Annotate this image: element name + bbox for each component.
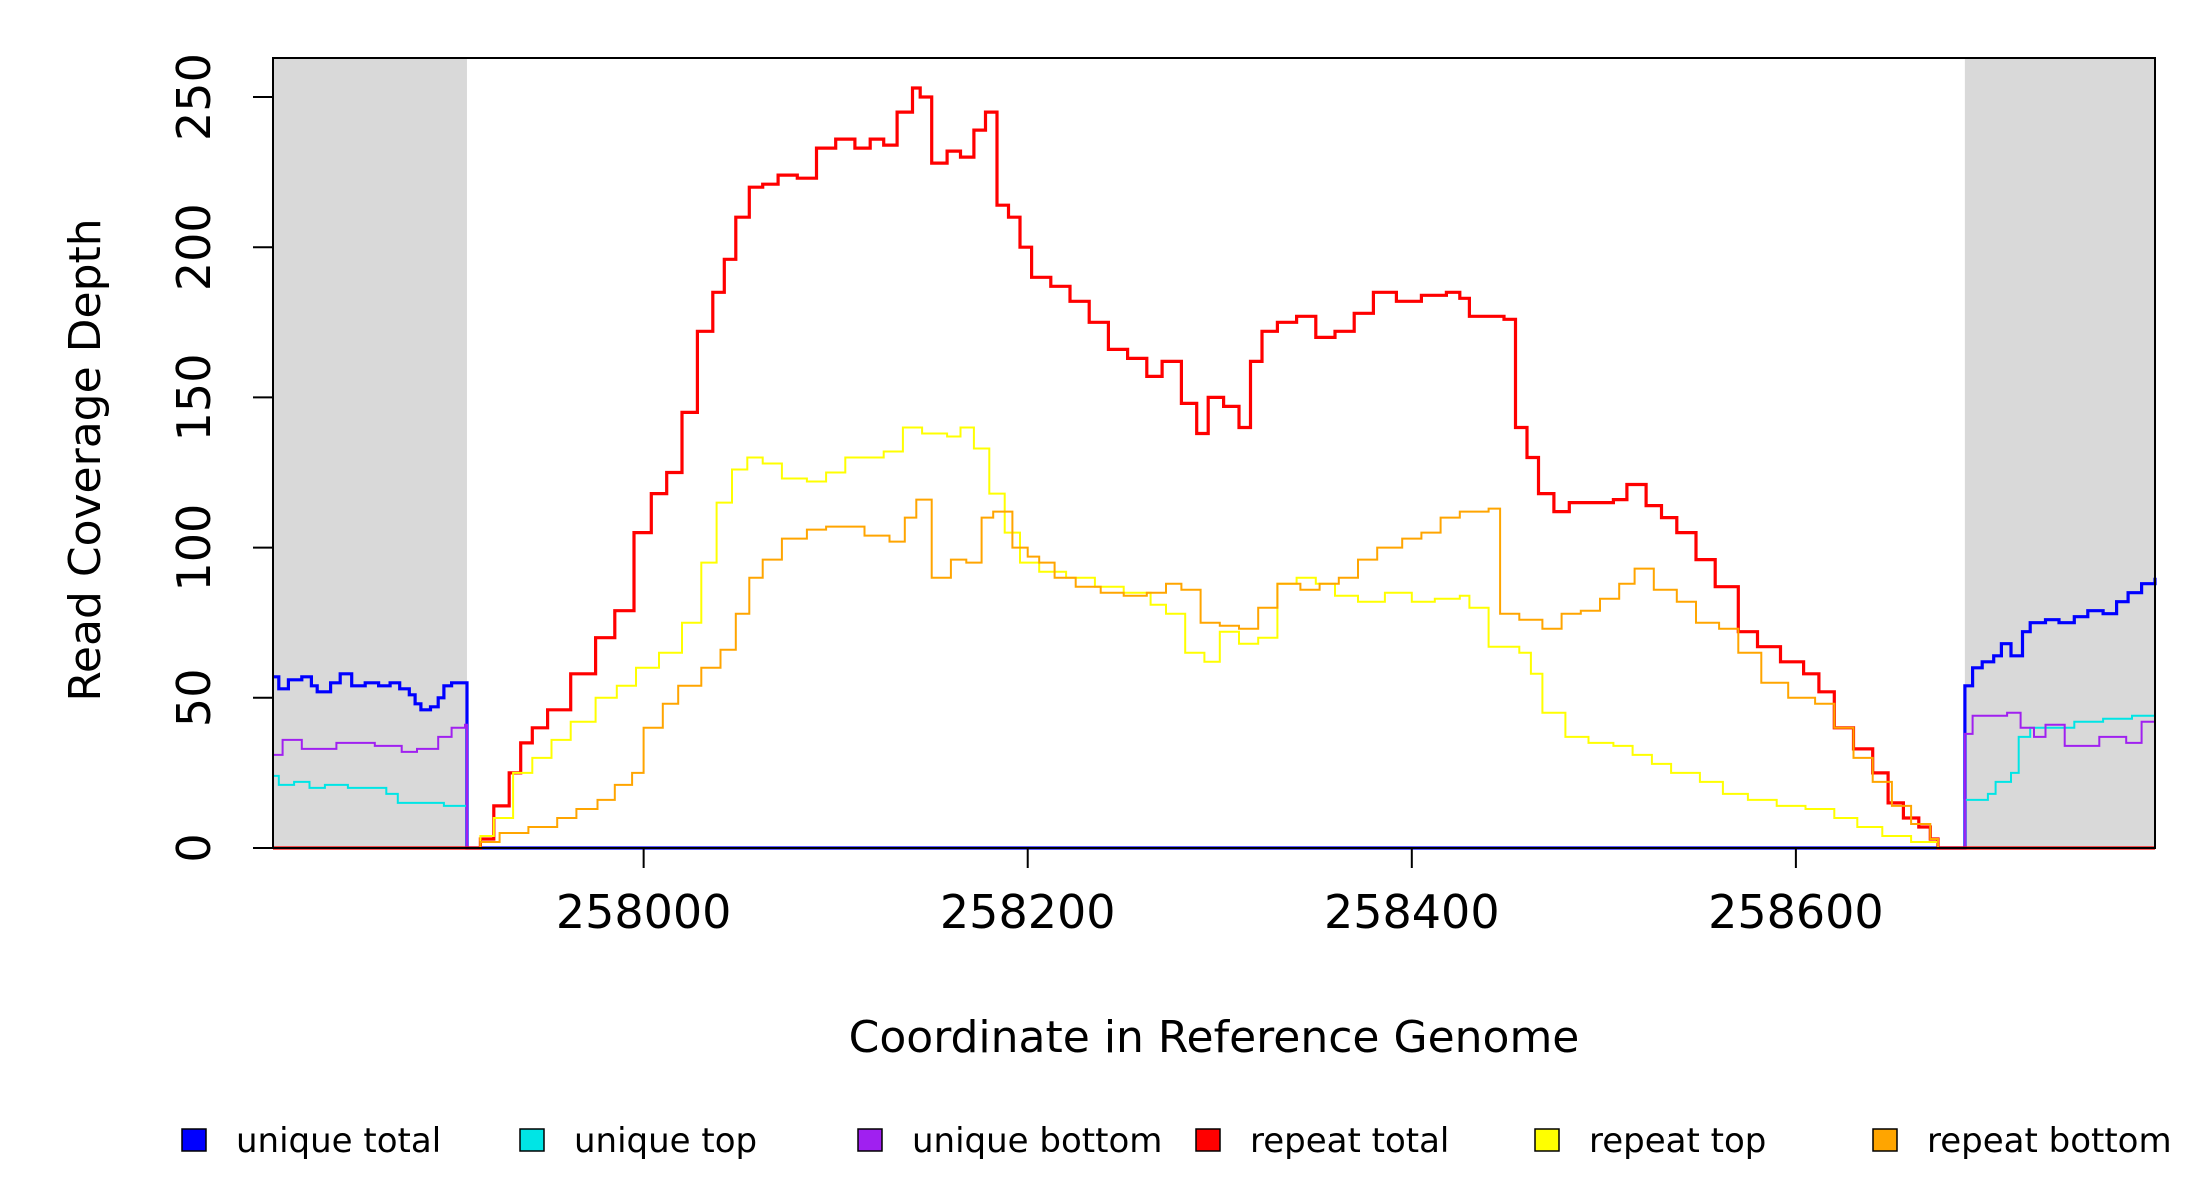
x-tick-label-258600: 258600 xyxy=(1708,885,1884,939)
y-tick-label-250: 250 xyxy=(167,53,221,141)
series-unique-total xyxy=(273,577,2157,850)
legend-swatch-unique-top xyxy=(519,1128,545,1152)
legend-swatch-repeat-top xyxy=(1534,1128,1560,1152)
legend-label-unique-total: unique total xyxy=(236,1121,441,1161)
series-repeat-total xyxy=(273,86,2155,850)
y-axis: 0 50 100 150 200 250 xyxy=(167,53,274,863)
series-repeat-top xyxy=(273,426,2155,849)
legend-label-repeat-total: repeat total xyxy=(1250,1121,1449,1161)
legend: unique total unique top unique bottom repea… xyxy=(181,1121,2172,1161)
y-tick-label-50: 50 xyxy=(167,669,221,728)
shaded-regions xyxy=(273,58,2155,848)
legend-swatch-unique-bottom xyxy=(857,1128,883,1152)
plot-frame xyxy=(272,57,2156,849)
legend-swatch-unique-total xyxy=(181,1128,207,1152)
x-tick-label-258400: 258400 xyxy=(1324,885,1500,939)
shaded-region-1 xyxy=(1964,58,2155,848)
legend-label-unique-top: unique top xyxy=(574,1121,757,1161)
y-tick-label-100: 100 xyxy=(167,504,221,592)
y-tick-label-150: 150 xyxy=(167,354,221,442)
y-tick-label-200: 200 xyxy=(167,203,221,291)
y-axis-title: Read Coverage Depth xyxy=(60,218,111,701)
legend-swatch-repeat-total xyxy=(1195,1128,1221,1152)
legend-label-unique-bottom: unique bottom xyxy=(912,1121,1162,1161)
x-axis: 258000 258200 258400 258600 xyxy=(556,848,1884,939)
legend-label-repeat-top: repeat top xyxy=(1589,1121,1766,1161)
legend-swatch-repeat-bottom xyxy=(1872,1128,1898,1152)
x-tick-label-258200: 258200 xyxy=(940,885,1116,939)
y-tick-label-0: 0 xyxy=(167,833,221,862)
shaded-region-0 xyxy=(273,58,467,848)
x-axis-title: Coordinate in Reference Genome xyxy=(849,1012,1580,1063)
series-lines xyxy=(273,86,2157,850)
series-repeat-bottom xyxy=(273,498,2155,849)
legend-label-repeat-bottom: repeat bottom xyxy=(1927,1121,2172,1161)
x-tick-label-258000: 258000 xyxy=(556,885,732,939)
